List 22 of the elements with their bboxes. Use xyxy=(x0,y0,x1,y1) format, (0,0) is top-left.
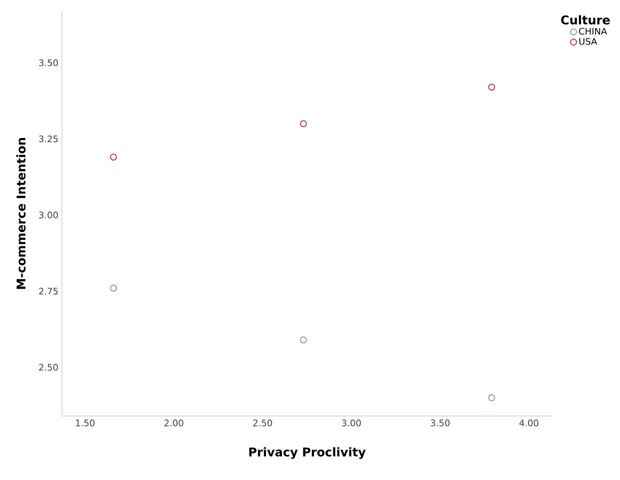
point xyxy=(488,84,496,91)
x-tick-label: 3.50 xyxy=(430,420,450,426)
x-axis-title: Privacy Proclivity xyxy=(249,447,366,459)
y-tick-label: 2.50 xyxy=(39,364,58,371)
y-axis-title: M-commerce Intention xyxy=(16,138,26,289)
y-tick-label: 3.25 xyxy=(39,135,58,142)
legend-title: Culture xyxy=(561,15,610,24)
x-tick-label: 4.00 xyxy=(519,420,538,426)
x-tick-label: 3.00 xyxy=(342,420,361,426)
point xyxy=(300,336,307,344)
y-tick-label: 3.00 xyxy=(39,212,58,218)
point xyxy=(110,154,117,161)
legend-label: USA xyxy=(579,38,598,45)
x-tick-label: 1.50 xyxy=(76,420,94,426)
point xyxy=(300,120,307,128)
legend-label: CHINA xyxy=(579,28,608,35)
y-tick-label: 2.75 xyxy=(39,288,58,295)
point xyxy=(488,394,496,402)
x-tick-label: 2.00 xyxy=(164,420,184,426)
y-tick-label: 3.50 xyxy=(39,59,58,66)
point xyxy=(110,284,117,292)
x-tick-label: 2.50 xyxy=(253,420,272,426)
